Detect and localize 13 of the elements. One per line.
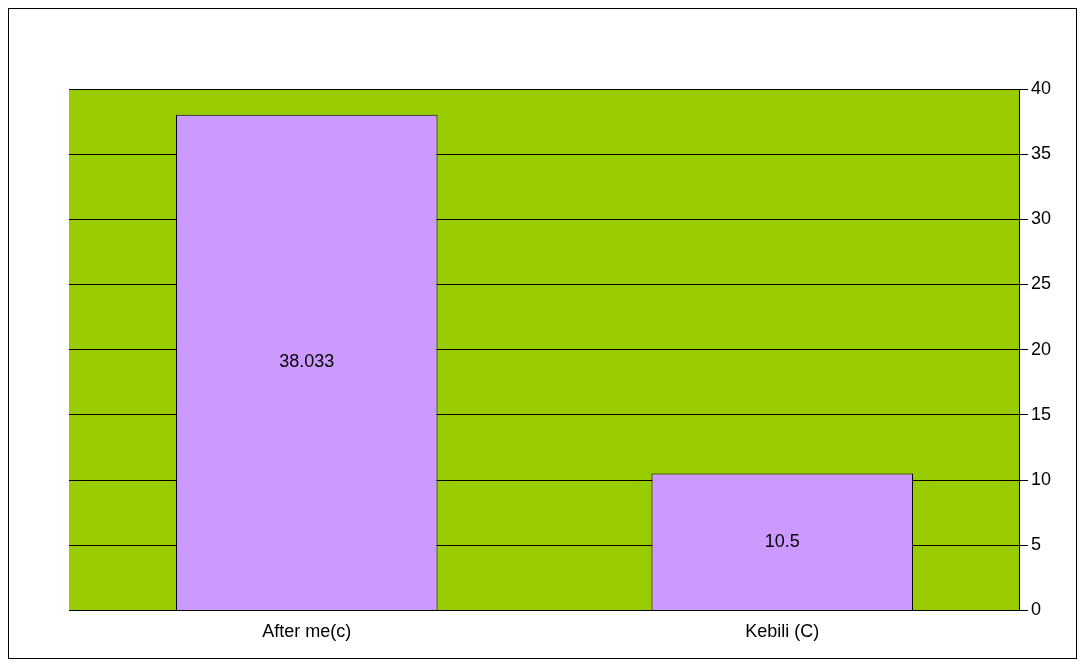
data-label: 38.033 (279, 351, 335, 372)
y-tick-label: 30 (1030, 208, 1052, 229)
y-tick-label: 10 (1030, 469, 1052, 490)
data-label: 10.5 (764, 530, 800, 551)
y-tick-label: 20 (1030, 338, 1052, 359)
x-tick-label: After me(c) (262, 621, 352, 642)
y-tick-label: 35 (1030, 143, 1052, 164)
y-tick-label: 0 (1030, 599, 1041, 620)
y-tick-label: 25 (1030, 273, 1052, 294)
y-tick-label: 15 (1030, 403, 1052, 424)
y-tick-label: 40 (1030, 77, 1052, 98)
x-tick-label: Kebili (C) (745, 621, 820, 642)
y-tick-label: 5 (1030, 534, 1041, 555)
